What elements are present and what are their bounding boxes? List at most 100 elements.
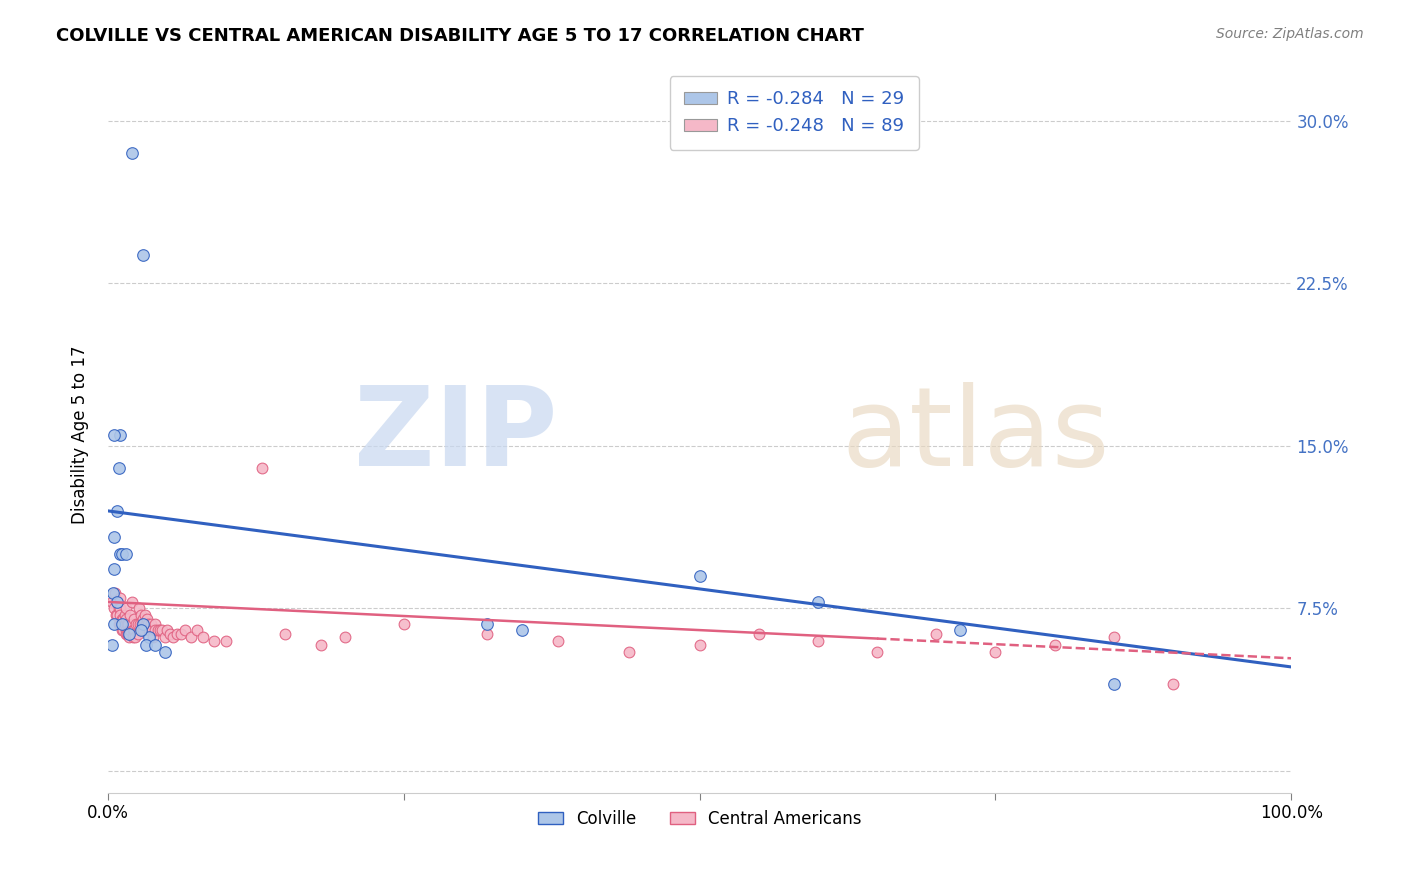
Point (392, 616, 415, 631)
Point (127, 616, 149, 631)
Point (127, 627, 149, 641)
Point (120, 607, 142, 622)
Point (142, 630, 165, 644)
Point (108, 607, 131, 622)
Legend: Colville, Central Americans: Colville, Central Americans (531, 803, 868, 834)
Point (101, 586, 124, 600)
Point (925, 627, 948, 641)
Point (103, 616, 125, 631)
Point (114, 547, 136, 561)
Point (309, 638, 332, 652)
Point (1043, 638, 1066, 652)
Point (112, 612, 135, 626)
Point (114, 627, 136, 641)
Point (107, 616, 129, 631)
Legend: R = -0.284   N = 29, R = -0.248   N = 89: R = -0.284 N = 29, R = -0.248 N = 89 (669, 76, 920, 150)
Point (115, 627, 138, 641)
Point (118, 623, 141, 637)
Point (111, 616, 134, 631)
Point (135, 616, 157, 631)
Point (139, 616, 162, 631)
Point (107, 595, 129, 609)
Point (617, 645, 640, 659)
Point (186, 623, 208, 637)
Point (152, 623, 174, 637)
Point (120, 623, 142, 637)
Point (103, 601, 125, 615)
Point (115, 616, 138, 631)
Point (143, 623, 166, 637)
Point (114, 601, 136, 615)
Point (108, 601, 131, 615)
Point (153, 645, 176, 659)
Point (162, 630, 184, 644)
Point (117, 627, 139, 641)
Point (107, 504, 129, 518)
Point (153, 630, 176, 644)
Point (510, 623, 533, 637)
Point (125, 616, 148, 631)
Point (108, 591, 131, 605)
Point (122, 612, 145, 626)
Point (984, 645, 1007, 659)
Point (114, 612, 136, 626)
Point (121, 616, 143, 631)
Point (111, 612, 134, 626)
Point (111, 623, 134, 637)
Point (118, 627, 141, 641)
Point (135, 638, 157, 652)
Point (149, 623, 172, 637)
Point (108, 616, 131, 631)
Point (129, 607, 152, 622)
Point (103, 530, 125, 544)
Text: atlas: atlas (842, 382, 1111, 489)
Point (132, 623, 155, 637)
Point (159, 627, 181, 641)
Point (143, 638, 166, 652)
Point (215, 634, 238, 648)
Point (274, 627, 297, 641)
Point (114, 623, 136, 637)
Point (807, 595, 830, 609)
Point (689, 638, 711, 652)
Point (114, 607, 136, 622)
Point (105, 607, 128, 622)
Point (1161, 677, 1184, 691)
Point (204, 634, 226, 648)
Point (138, 623, 160, 637)
Point (1102, 630, 1125, 644)
Point (807, 634, 830, 648)
Point (180, 630, 202, 644)
Point (166, 627, 188, 641)
Point (132, 616, 155, 631)
Point (118, 630, 141, 644)
Point (949, 623, 972, 637)
Point (124, 630, 146, 644)
Point (1102, 677, 1125, 691)
Point (689, 569, 711, 583)
Point (117, 616, 139, 631)
Point (128, 601, 150, 615)
Point (156, 623, 179, 637)
Point (170, 627, 193, 641)
Y-axis label: Disability Age 5 to 17: Disability Age 5 to 17 (72, 346, 89, 524)
Point (108, 547, 131, 561)
Point (547, 634, 569, 648)
Point (475, 616, 498, 631)
Point (111, 547, 134, 561)
Point (132, 612, 155, 626)
Point (129, 623, 152, 637)
Text: COLVILLE VS CENTRAL AMERICAN DISABILITY AGE 5 TO 17 CORRELATION CHART: COLVILLE VS CENTRAL AMERICAN DISABILITY … (56, 27, 865, 45)
Text: Source: ZipAtlas.com: Source: ZipAtlas.com (1216, 27, 1364, 41)
Point (108, 428, 131, 442)
Point (121, 146, 143, 161)
Point (110, 616, 132, 631)
Point (121, 623, 143, 637)
Point (112, 623, 135, 637)
Point (146, 623, 169, 637)
Point (122, 623, 145, 637)
Point (136, 612, 159, 626)
Point (107, 601, 129, 615)
Point (107, 460, 129, 475)
Point (129, 616, 152, 631)
